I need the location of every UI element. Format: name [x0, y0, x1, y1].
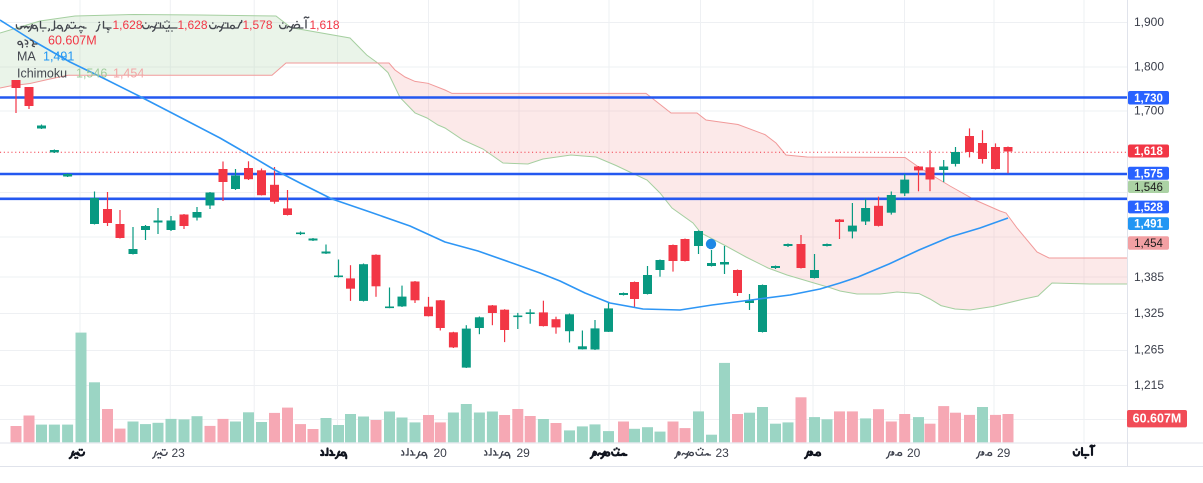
svg-text:1,215: 1,215 — [1134, 378, 1164, 392]
svg-text:1,800: 1,800 — [1134, 60, 1164, 74]
svg-text:1,575: 1,575 — [1134, 168, 1163, 180]
svg-text:1,546: 1,546 — [76, 67, 107, 81]
svg-text:1,618: 1,618 — [1134, 146, 1163, 158]
svg-text:23: 23 — [172, 446, 186, 460]
svg-text:1,730: 1,730 — [1134, 93, 1163, 105]
svg-text:1,618: 1,618 — [310, 18, 340, 32]
svg-text:1,491: 1,491 — [43, 50, 74, 64]
svg-text:29: 29 — [997, 446, 1011, 460]
svg-text:1,900: 1,900 — [1134, 15, 1164, 29]
svg-text:23: 23 — [716, 446, 730, 460]
svg-text:1,578: 1,578 — [243, 18, 273, 32]
svg-text:1,265: 1,265 — [1134, 343, 1164, 357]
svg-text:1,491: 1,491 — [1134, 219, 1163, 231]
svg-text:20: 20 — [434, 446, 448, 460]
svg-text:MA: MA — [17, 50, 36, 64]
svg-text:1,325: 1,325 — [1134, 306, 1164, 320]
svg-text:1,700: 1,700 — [1134, 104, 1164, 118]
svg-text:60.607M: 60.607M — [1133, 412, 1182, 426]
svg-text:1,528: 1,528 — [1134, 202, 1163, 214]
svg-text:Ichimoku: Ichimoku — [17, 67, 67, 81]
svg-text:1,385: 1,385 — [1134, 270, 1164, 284]
svg-text:1,546: 1,546 — [1134, 182, 1163, 194]
svg-text:20: 20 — [907, 446, 921, 460]
svg-text:1,454: 1,454 — [1134, 238, 1163, 250]
svg-text:29: 29 — [517, 446, 531, 460]
svg-text:1,628: 1,628 — [178, 18, 208, 32]
svg-text:60.607M: 60.607M — [48, 34, 97, 48]
svg-text:1,628: 1,628 — [113, 18, 143, 32]
svg-text:1,454: 1,454 — [113, 67, 144, 81]
